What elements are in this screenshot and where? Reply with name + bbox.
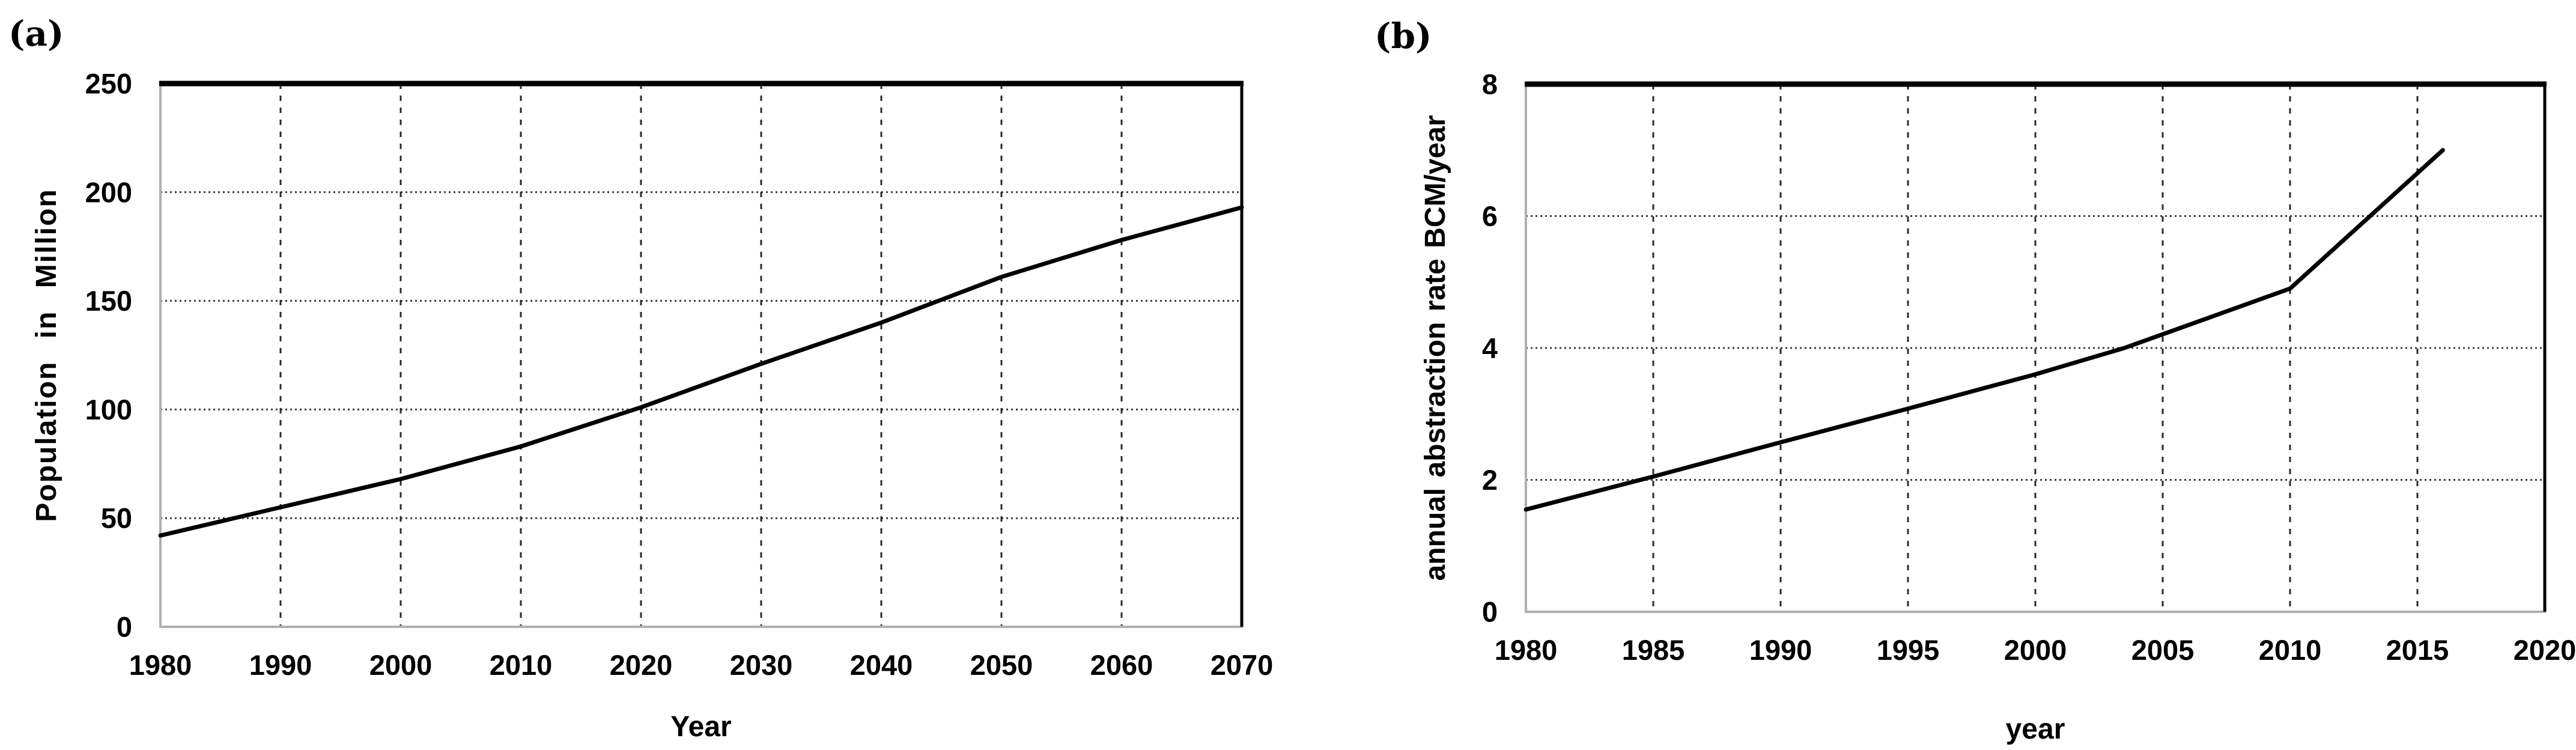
x-tick-label-2070: 2070 <box>1211 649 1274 681</box>
x-tick-label-2010: 2010 <box>490 649 553 681</box>
x-tick-label-2040: 2040 <box>850 649 913 681</box>
y-axis-title-abstraction-rate: annual abstraction rate BCM/year <box>1420 115 1451 581</box>
x-tick-label-2000: 2000 <box>369 649 433 681</box>
x-tick-label-2005: 2005 <box>2131 634 2195 666</box>
x-axis-title-year-a: Year <box>670 711 732 743</box>
x-tick-label-2050: 2050 <box>970 649 1033 681</box>
x-tick-label-2060: 2060 <box>1090 649 1153 681</box>
y-tick-label-2: 2 <box>1482 464 1498 496</box>
x-tick-label-1985: 1985 <box>1622 634 1685 666</box>
y-tick-label-0: 0 <box>1482 596 1498 628</box>
data-line-population <box>158 205 1244 538</box>
data-line-abstraction-rate <box>1523 148 2445 512</box>
x-tick-label-2030: 2030 <box>730 649 793 681</box>
y-tick-label-150: 150 <box>85 285 132 317</box>
x-tick-label-1980: 1980 <box>129 649 192 681</box>
x-tick-label-2020: 2020 <box>610 649 673 681</box>
plot-area-(a) <box>160 84 1242 627</box>
y-tick-label-0: 0 <box>117 611 132 643</box>
x-tick-label-1995: 1995 <box>1877 634 1940 666</box>
panel-label-a: (a) <box>8 13 64 54</box>
x-tick-label-1980: 1980 <box>1495 634 1558 666</box>
y-tick-label-8: 8 <box>1482 69 1498 100</box>
y-tick-label-6: 6 <box>1482 200 1498 232</box>
x-axis-title-year-b: year <box>2005 713 2065 745</box>
x-tick-label-2015: 2015 <box>2386 634 2449 666</box>
x-tick-label-1990: 1990 <box>1749 634 1812 666</box>
x-tick-label-2000: 2000 <box>2004 634 2067 666</box>
x-tick-label-1990: 1990 <box>249 649 312 681</box>
x-tick-label-2020: 2020 <box>2514 634 2576 666</box>
y-axis-title-population: Population in Million <box>31 188 62 522</box>
y-tick-label-250: 250 <box>85 68 132 100</box>
y-tick-label-200: 200 <box>85 176 132 208</box>
panel-label-b: (b) <box>1375 16 1432 56</box>
y-tick-label-100: 100 <box>85 394 132 425</box>
x-tick-label-2010: 2010 <box>2259 634 2322 666</box>
y-tick-label-50: 50 <box>101 502 132 534</box>
y-tick-label-4: 4 <box>1482 332 1498 364</box>
